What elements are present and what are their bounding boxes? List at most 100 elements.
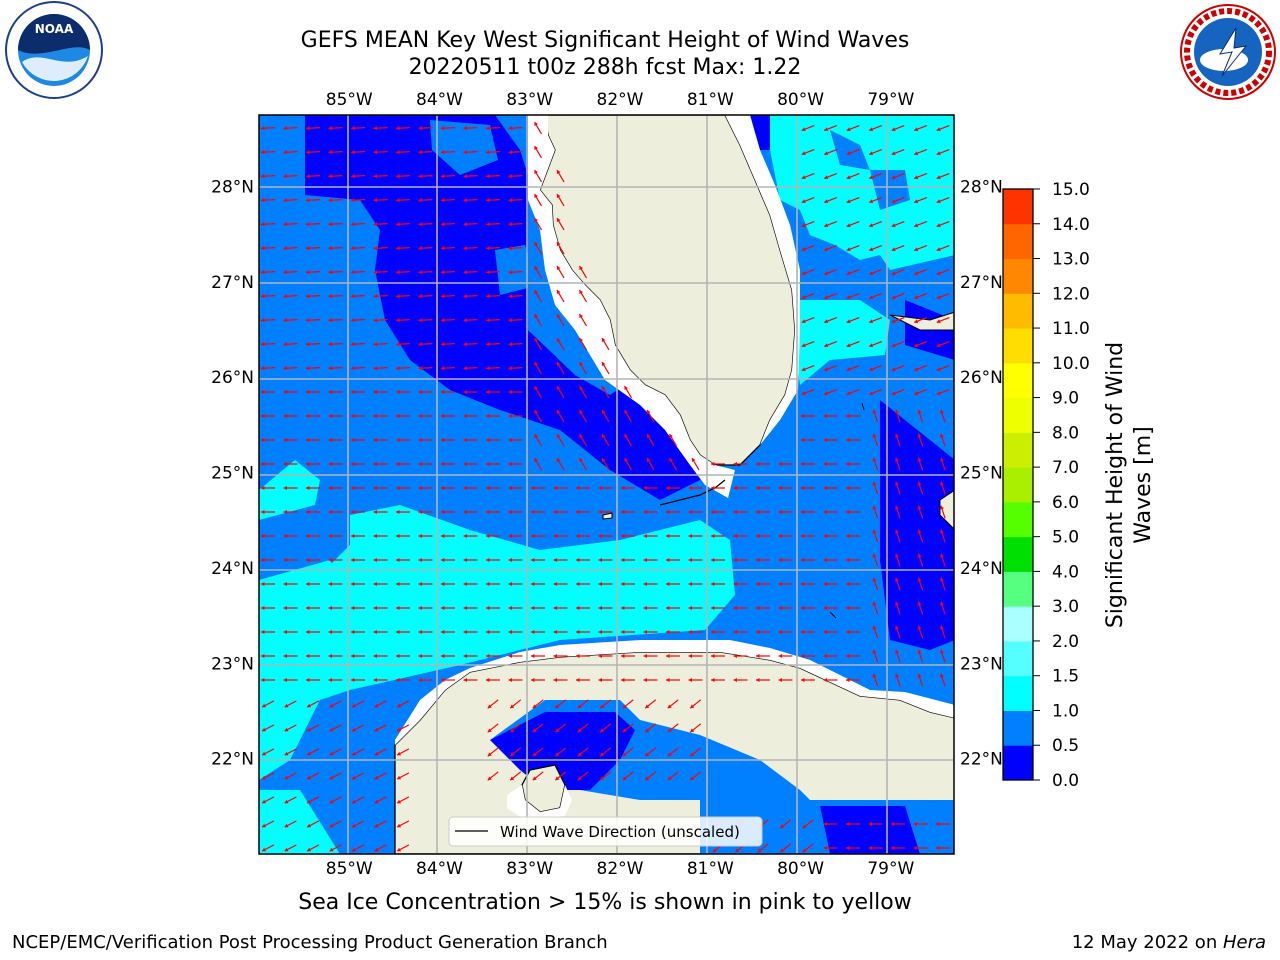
wave-direction-arrowhead <box>441 581 445 587</box>
wave-direction-arrowhead <box>283 246 288 251</box>
wave-direction-arrowhead <box>824 295 829 300</box>
wave-direction-arrowhead <box>418 389 422 395</box>
wave-direction-arrowhead <box>801 127 806 132</box>
wave-direction-arrowhead <box>351 150 355 155</box>
wave-direction-arrowhead <box>624 386 629 391</box>
wave-direction-arrowhead <box>553 677 557 683</box>
wave-direction-arrowhead <box>534 122 539 127</box>
wave-direction-arrowhead <box>846 653 850 659</box>
wave-direction-arrowhead <box>556 314 561 319</box>
wave-direction-arrowhead <box>351 366 355 371</box>
wave-direction-arrowhead <box>895 601 899 606</box>
wave-direction-arrowhead <box>688 677 692 683</box>
wave-direction-arrowhead <box>801 485 805 491</box>
wave-direction-arrowhead <box>688 557 692 563</box>
wave-direction-arrowhead <box>351 533 355 539</box>
wave-direction-arrowhead <box>508 653 512 659</box>
wave-direction-arrowhead <box>306 126 310 131</box>
wave-direction-arrowhead <box>463 246 468 251</box>
wave-direction-arrowhead <box>532 728 537 733</box>
wave-direction-arrowhead <box>396 509 400 515</box>
wave-direction-arrowhead <box>463 485 467 491</box>
wave-direction-arrowhead <box>643 485 647 491</box>
wave-direction-arrowhead <box>441 342 445 347</box>
wave-direction-arrowhead <box>688 629 692 635</box>
wave-direction-arrowhead <box>373 342 378 347</box>
wave-direction-arrowhead <box>283 581 287 587</box>
wave-direction-arrowhead <box>556 194 561 199</box>
wave-direction-arrowhead <box>624 410 629 415</box>
wave-direction-arrowhead <box>261 174 265 179</box>
x-tick-label-bottom: 85°W <box>326 859 373 879</box>
wave-direction-arrowhead <box>396 150 400 155</box>
wave-direction-arrowhead <box>328 557 332 563</box>
wave-direction-arrowhead <box>284 751 289 756</box>
wave-direction-arrowhead <box>667 728 672 733</box>
wave-direction-arrowhead <box>824 343 829 348</box>
wave-direction-arrowhead <box>600 776 605 781</box>
wave-direction-arrowhead <box>824 223 829 228</box>
wave-direction-arrowhead <box>486 270 490 275</box>
wave-direction-arrowhead <box>576 485 580 491</box>
colorbar-segment <box>1003 189 1033 225</box>
wave-direction-arrowhead <box>328 653 332 659</box>
wave-direction-arrowhead <box>917 433 922 438</box>
wave-direction-arrowhead <box>441 413 445 419</box>
wave-direction-arrowhead <box>306 318 310 323</box>
wave-direction-arrowhead <box>486 581 490 587</box>
wave-direction-arrowhead <box>441 677 445 683</box>
wave-direction-arrowhead <box>283 533 287 539</box>
wave-direction-arrowhead <box>577 752 582 757</box>
wave-direction-arrowhead <box>891 151 896 156</box>
wave-direction-arrowhead <box>328 533 332 539</box>
wave-direction-arrowhead <box>733 677 737 683</box>
wave-direction-arrowhead <box>531 557 535 563</box>
wave-direction-arrowhead <box>486 366 490 371</box>
wave-direction-arrowhead <box>872 625 877 630</box>
wave-direction-arrowhead <box>487 776 492 781</box>
wave-direction-arrowhead <box>556 266 561 271</box>
wave-direction-arrowhead <box>846 343 851 348</box>
wave-direction-arrowhead <box>688 581 692 587</box>
wave-direction-arrowhead <box>306 270 310 275</box>
wave-direction-arrowhead <box>329 823 334 828</box>
wave-direction-arrowhead <box>601 434 606 439</box>
wave-direction-arrowhead <box>872 457 877 462</box>
wave-direction-arrowhead <box>556 362 561 367</box>
wave-direction-arrowhead <box>936 271 941 276</box>
wave-direction-arrowhead <box>508 318 513 323</box>
fill-level-0.0-0.5 <box>305 115 705 500</box>
wave-direction-arrowhead <box>801 271 806 276</box>
wave-direction-arrowhead <box>441 653 445 659</box>
wave-direction-arrowhead <box>576 677 580 683</box>
wave-direction-arrowhead <box>598 605 602 611</box>
wave-direction-arrowhead <box>486 342 490 347</box>
colorbar-segment <box>1003 258 1033 294</box>
wave-direction-arrowhead <box>351 222 355 227</box>
wave-direction-arrowhead <box>688 509 692 515</box>
wave-direction-arrowhead <box>373 677 377 683</box>
legend-label: Wind Wave Direction (unscaled) <box>500 823 740 841</box>
wave-direction-arrowhead <box>351 246 355 251</box>
wave-direction-arrowhead <box>891 367 896 372</box>
wave-direction-arrowhead <box>711 629 715 635</box>
wave-direction-arrowhead <box>556 242 561 247</box>
wave-direction-arrowhead <box>598 629 602 635</box>
wave-direction-arrowhead <box>396 342 400 347</box>
noaa-logo: NOAA <box>5 1 103 99</box>
wave-direction-arrowhead <box>823 509 827 515</box>
wave-direction-arrowhead <box>307 799 312 804</box>
wave-direction-arrowhead <box>396 533 400 539</box>
wave-direction-arrowhead <box>463 605 467 611</box>
wave-direction-arrowhead <box>373 174 378 179</box>
nws-logo <box>1180 4 1276 100</box>
wave-direction-arrowhead <box>846 485 850 491</box>
wave-direction-arrowhead <box>284 775 289 780</box>
wave-direction-arrowhead <box>823 461 827 467</box>
wave-direction-arrowhead <box>556 458 561 463</box>
wave-direction-arrowhead <box>463 653 467 659</box>
wave-direction-arrowhead <box>756 581 760 587</box>
x-tick-label-bottom: 80°W <box>777 859 824 879</box>
wave-direction-arrowhead <box>261 485 265 491</box>
